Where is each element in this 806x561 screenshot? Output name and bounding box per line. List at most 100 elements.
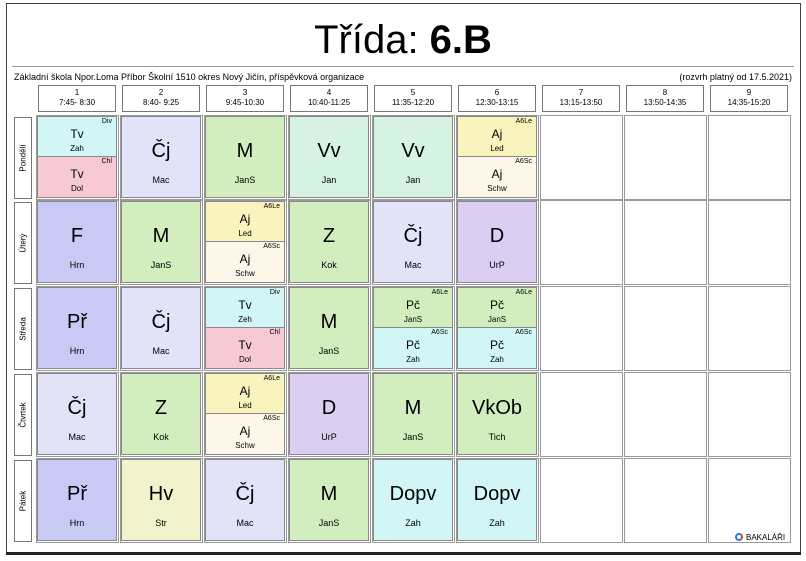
lesson-cell[interactable]: Př Hrn <box>37 287 117 369</box>
lesson-cell[interactable]: A6Le Aj Led A6Sc Aj Schw <box>205 201 285 283</box>
period-number: 5 <box>410 88 416 97</box>
school-name: Základní škola Npor.Loma Příbor Školní 1… <box>14 72 365 82</box>
day-label: Čtvrtek <box>14 374 32 456</box>
group-lesson[interactable]: Div Tv Zeh <box>206 288 284 328</box>
subject: Čj <box>67 397 87 419</box>
timetable-slot <box>708 372 791 457</box>
teacher: UrP <box>321 432 337 442</box>
teacher: Mac <box>68 432 86 442</box>
group-lesson[interactable]: A6Le Aj Led <box>206 202 284 242</box>
group-lesson[interactable]: Chl Tv Dol <box>38 157 116 197</box>
group-lesson[interactable]: A6Le Aj Led <box>458 117 536 157</box>
subject: M <box>236 140 254 162</box>
teacher: JanS <box>150 260 172 270</box>
group-lesson[interactable]: A6Le Pč JanS <box>458 288 536 328</box>
group-lesson[interactable]: A6Sc Aj Schw <box>206 242 284 282</box>
period-number: 1 <box>74 88 80 97</box>
subject: M <box>320 311 338 333</box>
teacher: Kok <box>153 432 169 442</box>
period-time: 9:45-10:30 <box>225 98 265 107</box>
teacher: UrP <box>489 260 505 270</box>
subject: Čj <box>151 311 171 333</box>
period-header: 4 10:40-11:25 <box>290 85 368 112</box>
subject: Aj <box>239 424 251 438</box>
lesson-cell[interactable]: Z Kok <box>121 373 201 455</box>
lesson-cell[interactable]: Čj Mac <box>121 116 201 198</box>
group-lesson[interactable]: A6Sc Aj Schw <box>458 157 536 197</box>
subject: VkOb <box>471 397 523 419</box>
lesson-cell[interactable]: F Hrn <box>37 201 117 283</box>
lesson-cell[interactable]: D UrP <box>289 373 369 455</box>
lesson-cell[interactable]: D UrP <box>457 201 537 283</box>
lesson-cell[interactable]: M JanS <box>121 201 201 283</box>
teacher: Zah <box>490 355 504 364</box>
teacher: Zeh <box>238 315 252 324</box>
timetable-slot <box>540 200 623 285</box>
day-label: Středa <box>14 288 32 370</box>
teacher: Hrn <box>69 346 85 356</box>
lesson-cell[interactable]: Z Kok <box>289 201 369 283</box>
subject: Př <box>67 311 87 333</box>
lesson-cell[interactable]: Čj Mac <box>205 459 285 541</box>
teacher: JanS <box>318 518 340 528</box>
lesson-cell[interactable]: Čj Mac <box>37 373 117 455</box>
lesson-cell[interactable]: M JanS <box>373 373 453 455</box>
bakalari-logo-icon <box>735 533 743 541</box>
period-number: 6 <box>494 88 500 97</box>
lesson-cell[interactable]: Hv Str <box>121 459 201 541</box>
teacher: JanS <box>403 315 423 324</box>
lesson-cell[interactable]: Div Tv Zah Chl Tv Dol <box>37 116 117 198</box>
timetable-slot <box>708 115 791 200</box>
lesson-cell[interactable]: M JanS <box>289 287 369 369</box>
lesson-cell[interactable]: A6Le Pč JanS A6Sc Pč Zah <box>373 287 453 369</box>
group-lesson[interactable]: A6Sc Pč Zah <box>458 328 536 368</box>
lesson-cell[interactable]: M JanS <box>289 459 369 541</box>
timetable-slot <box>708 458 791 543</box>
lesson-cell[interactable]: Vv Jan <box>289 116 369 198</box>
teacher: Hrn <box>69 260 85 270</box>
group-lesson[interactable]: A6Le Aj Led <box>206 374 284 414</box>
day-name: Pondělí <box>18 144 28 172</box>
subject: Dopv <box>389 483 437 505</box>
lesson-cell[interactable]: Dopv Zah <box>373 459 453 541</box>
lesson-cell[interactable]: VkOb Tich <box>457 373 537 455</box>
lesson-cell[interactable]: Vv Jan <box>373 116 453 198</box>
group-lesson[interactable]: A6Sc Pč Zah <box>374 328 452 368</box>
teacher: Zah <box>489 518 505 528</box>
lesson-cell[interactable]: Př Hrn <box>37 459 117 541</box>
subject: Tv <box>70 167 84 181</box>
period-number: 4 <box>326 88 332 97</box>
teacher: Kok <box>321 260 337 270</box>
timetable-slot <box>624 372 707 457</box>
logo-text: BAKALÁŘI <box>746 533 786 542</box>
validity-note: (rozvrh platný od 17.5.2021) <box>679 72 792 82</box>
day-name: Čtvrtek <box>18 402 28 428</box>
teacher: JanS <box>402 432 424 442</box>
group-lesson[interactable]: Div Tv Zah <box>38 117 116 157</box>
lesson-cell[interactable]: Dopv Zah <box>457 459 537 541</box>
page-title: Třída: 6.B <box>0 15 806 65</box>
group-lesson[interactable]: A6Le Pč JanS <box>374 288 452 328</box>
subject: Pč <box>405 338 420 352</box>
teacher: Schw <box>235 269 255 278</box>
lesson-cell[interactable]: M JanS <box>205 116 285 198</box>
lesson-cell[interactable]: Div Tv Zeh Chl Tv Dol <box>205 287 285 369</box>
timetable-slot <box>624 200 707 285</box>
group-code: A6Sc <box>263 243 280 250</box>
subject: Z <box>154 397 168 419</box>
lesson-cell[interactable]: Čj Mac <box>373 201 453 283</box>
day-name: Úterý <box>18 233 28 253</box>
subject: Aj <box>239 212 251 226</box>
group-lesson[interactable]: Chl Tv Dol <box>206 328 284 368</box>
lesson-cell[interactable]: A6Le Pč JanS A6Sc Pč Zah <box>457 287 537 369</box>
lesson-cell[interactable]: A6Le Aj Led A6Sc Aj Schw <box>205 373 285 455</box>
teacher: JanS <box>487 315 507 324</box>
subject: Pč <box>489 298 504 312</box>
lesson-cell[interactable]: Čj Mac <box>121 287 201 369</box>
teacher: Tich <box>488 432 506 442</box>
teacher: Dol <box>70 184 83 193</box>
period-time: 7:45- 8:30 <box>58 98 96 107</box>
lesson-cell[interactable]: A6Le Aj Led A6Sc Aj Schw <box>457 116 537 198</box>
timetable-slot <box>540 458 623 543</box>
group-lesson[interactable]: A6Sc Aj Schw <box>206 414 284 454</box>
